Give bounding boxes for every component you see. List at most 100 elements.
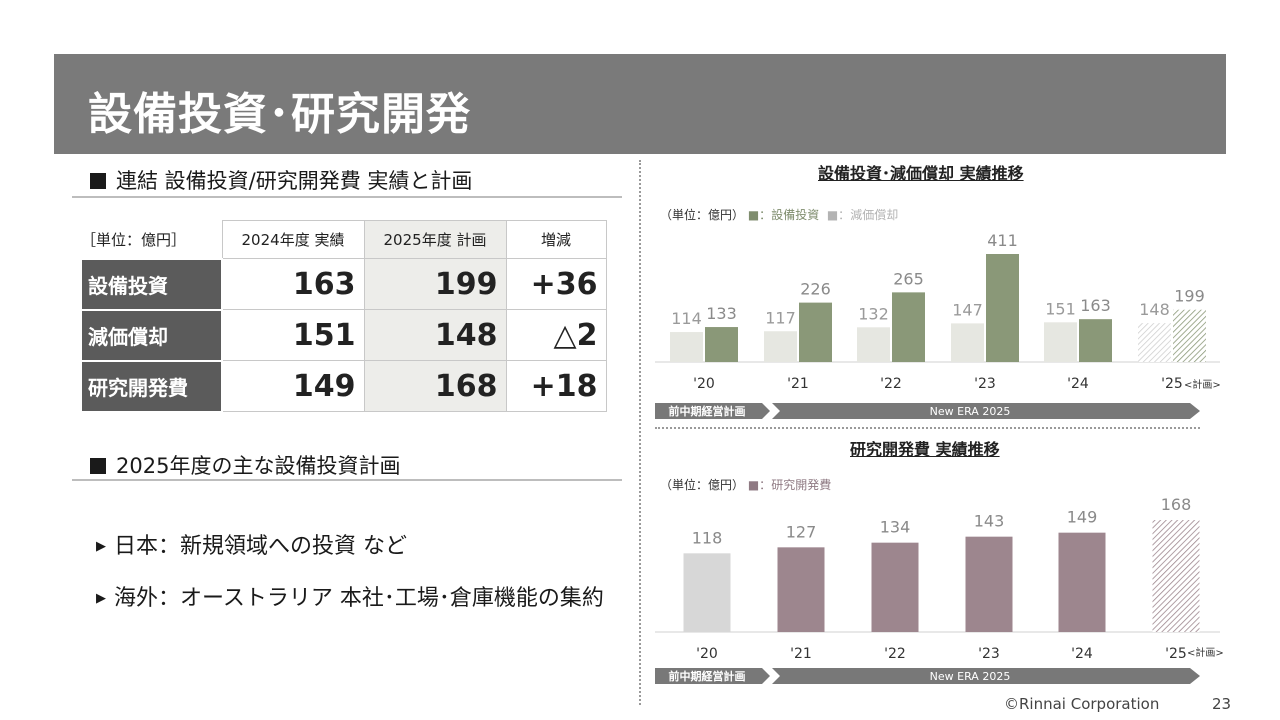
unit-label: （単位：億円）: [660, 478, 745, 492]
row-label: 研究開発費: [80, 359, 223, 413]
period-label-previous: 前中期経営計画: [669, 404, 746, 418]
section-heading-results: 連結 設備投資/研究開発費 実績と計画: [90, 165, 472, 195]
square-bullet-icon: [90, 173, 106, 189]
triangle-bullet-icon: ▶: [96, 591, 106, 606]
period-label-current: New ERA 2025: [930, 405, 1011, 418]
data-label-rnd: 134: [880, 518, 911, 537]
x-tick-label: '25: [1165, 646, 1187, 662]
period-arrow-previous: [655, 403, 770, 419]
data-label-capex: 265: [893, 269, 924, 288]
data-label-capex: 226: [800, 280, 831, 299]
table-cell: 151: [221, 309, 365, 361]
x-tick-label: '24: [1071, 646, 1093, 662]
bar-rnd: [965, 536, 1013, 632]
unit-label: （単位：億円）: [660, 208, 745, 222]
chart-title: 設備投資･減価償却 実績推移: [818, 164, 1024, 183]
x-tick-label: '24: [1067, 376, 1089, 392]
data-label-capex: 411: [987, 231, 1018, 250]
table-cell: 199: [363, 258, 507, 310]
x-tick-label: '23: [978, 646, 1000, 662]
x-tick-label: '21: [790, 646, 812, 662]
bar-rnd: [1152, 520, 1200, 632]
divider: [72, 196, 622, 198]
table-cell: 149: [221, 360, 365, 412]
data-label-rnd: 143: [974, 512, 1005, 531]
legend-swatch-depreciation: ■：: [826, 208, 851, 222]
list-item: ▶ 日本：新規領域への投資 など: [96, 528, 407, 560]
bar-depreciation: [1138, 323, 1171, 362]
table-cell: +18: [505, 360, 607, 412]
x-tick-label: '21: [787, 376, 809, 392]
data-label-rnd: 127: [786, 522, 817, 541]
section-heading-results-text: 連結 設備投資/研究開発費 実績と計画: [116, 169, 473, 193]
x-tick-label: '20: [693, 376, 715, 392]
bar-depreciation: [951, 323, 984, 362]
data-label-capex: 163: [1080, 296, 1111, 315]
legend-label-rnd: 研究開発費: [771, 478, 832, 492]
bar-depreciation: [857, 327, 890, 362]
row-label: 減価償却: [80, 308, 223, 362]
vertical-divider: [639, 160, 641, 705]
table-cell: △2: [505, 309, 607, 361]
period-arrow-current: [772, 403, 1200, 419]
data-label-depreciation: 151: [1045, 299, 1076, 318]
x-tick-label: '22: [884, 646, 906, 662]
page-title: 設備投資･研究開発: [88, 89, 471, 140]
bar-capex: [986, 254, 1019, 362]
copyright: ©Rinnai Corporation: [1004, 695, 1160, 713]
x-tick-label: '23: [974, 376, 996, 392]
bar-depreciation: [1044, 322, 1077, 362]
bar-rnd: [871, 542, 919, 632]
chart-legend: （単位：億円） ■：設備投資 ■：減価償却: [660, 206, 898, 223]
x-tick-label: '20: [696, 646, 718, 662]
period-label-current: New ERA 2025: [930, 670, 1011, 683]
data-label-depreciation: 147: [952, 300, 983, 319]
bar-capex: [1173, 309, 1206, 362]
period-arrow-current: [772, 668, 1200, 684]
period-label-previous: 前中期経営計画: [669, 669, 746, 683]
data-label-capex: 199: [1174, 287, 1205, 306]
column-header: 2025年度 計画: [363, 220, 507, 259]
x-tick-label: '22: [880, 376, 902, 392]
divider: [72, 479, 622, 481]
data-label-rnd: 118: [692, 528, 723, 547]
table-cell: 168: [363, 360, 507, 412]
list-item-text: 日本：新規領域への投資 など: [114, 534, 407, 559]
plan-note: <計画>: [1187, 646, 1224, 659]
rnd-chart: 118 '20 127 '21 134 '22 143 '23 149 '24 168 '25 <計画>…: [655, 495, 1224, 684]
chart-title: 研究開発費 実績推移: [850, 440, 1000, 459]
data-label-depreciation: 132: [858, 304, 889, 323]
table-row: 研究開発費 149 168 +18: [80, 359, 607, 413]
bar-capex: [1079, 319, 1112, 362]
title-bar: 設備投資･研究開発: [54, 54, 1226, 154]
period-arrow-previous: [655, 668, 770, 684]
legend-label-depreciation: 減価償却: [850, 208, 899, 222]
bar-depreciation: [670, 332, 703, 362]
list-item-text: 海外：オーストラリア 本社･工場･倉庫機能の集約: [114, 586, 604, 611]
table-row: 減価償却 151 148 △2: [80, 308, 607, 362]
bar-rnd: [1058, 532, 1106, 632]
plan-note: <計画>: [1184, 378, 1221, 391]
horizontal-divider: [655, 427, 1200, 429]
x-tick-label: '25: [1161, 376, 1183, 392]
triangle-bullet-icon: ▶: [96, 539, 106, 554]
section-heading-plan-text: 2025年度の主な設備投資計画: [116, 454, 401, 478]
legend-swatch-rnd: ■：: [747, 478, 772, 492]
data-label-depreciation: 117: [765, 308, 796, 327]
square-bullet-icon: [90, 458, 106, 474]
bar-capex: [799, 302, 832, 362]
row-label: 設備投資: [80, 257, 223, 311]
table-cell: 148: [363, 309, 507, 361]
bar-rnd: [777, 547, 825, 632]
section-heading-plan: 2025年度の主な設備投資計画: [90, 450, 400, 480]
table-cell: +36: [505, 258, 607, 310]
unit-label: ［単位：億円］: [81, 220, 223, 259]
bar-rnd: [683, 553, 731, 632]
page-number: 23: [1212, 695, 1232, 713]
results-table: ［単位：億円］ 2024年度 実績 2025年度 計画 増減 設備投資 163 …: [80, 220, 607, 413]
data-label-rnd: 149: [1067, 508, 1098, 527]
legend-swatch-capex: ■：: [747, 208, 772, 222]
legend-label-capex: 設備投資: [771, 208, 820, 222]
